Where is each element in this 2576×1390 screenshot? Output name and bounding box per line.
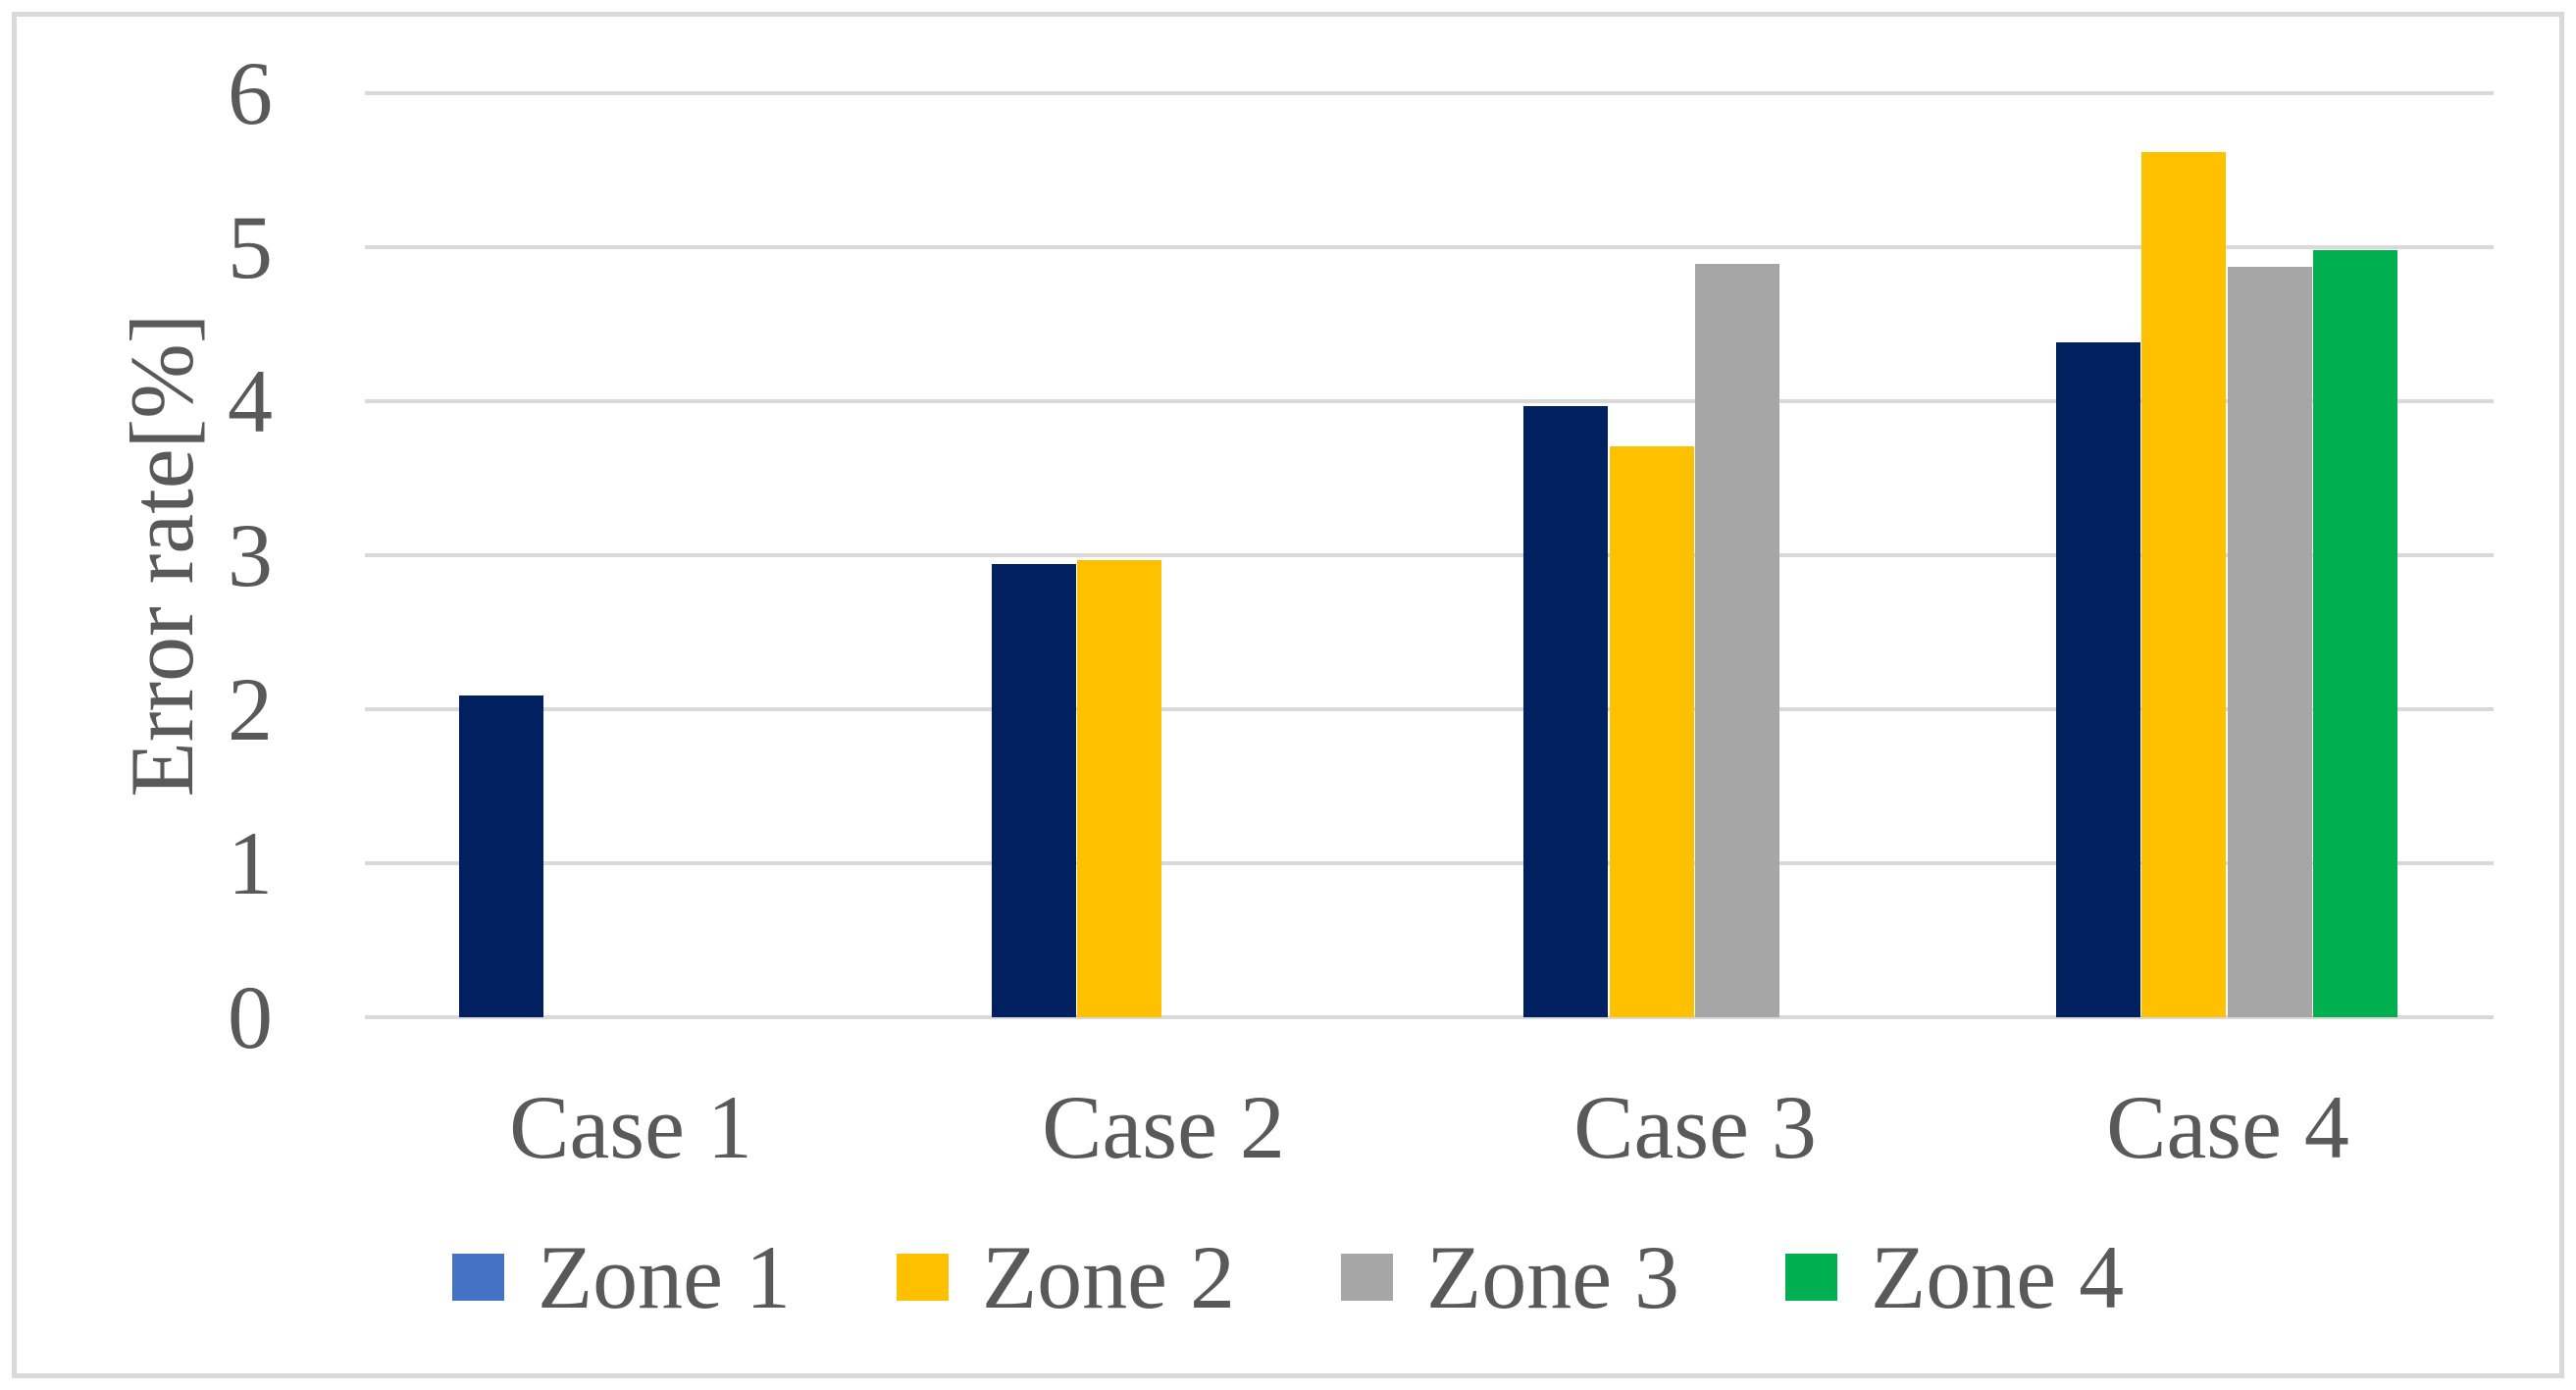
bar-zone3-case3 xyxy=(1695,264,1779,1017)
y-tick-label-4: 4 xyxy=(228,351,273,451)
legend-label-zone-4: Zone 4 xyxy=(1871,1227,2125,1327)
bar-zone2-case2 xyxy=(1077,560,1161,1017)
gridline-1 xyxy=(365,861,2494,865)
legend-label-zone-3: Zone 3 xyxy=(1426,1227,1680,1327)
y-tick-label-3: 3 xyxy=(228,505,273,605)
legend-swatch-zone-2 xyxy=(896,1254,949,1301)
x-label-case-3: Case 3 xyxy=(1573,1077,1817,1177)
legend-label-zone-1: Zone 1 xyxy=(537,1227,791,1327)
bar-zone1-case4 xyxy=(2056,342,2140,1017)
bar-zone2-case3 xyxy=(1610,446,1694,1017)
gridline-5 xyxy=(365,245,2494,249)
legend-label-zone-2: Zone 2 xyxy=(981,1227,1235,1327)
bar-zone1-case2 xyxy=(992,564,1076,1017)
legend: Zone 1 Zone 2 Zone 3 Zone 4 xyxy=(0,1230,2576,1324)
y-axis-title: Error rate[%] xyxy=(112,313,212,798)
bar-zone1-case1 xyxy=(459,695,543,1017)
legend-swatch-zone-3 xyxy=(1341,1254,1393,1301)
bar-zone4-case4 xyxy=(2313,250,2397,1017)
y-tick-label-2: 2 xyxy=(228,659,273,759)
x-label-case-2: Case 2 xyxy=(1042,1077,1285,1177)
y-tick-label-6: 6 xyxy=(228,43,273,143)
y-tick-label-5: 5 xyxy=(228,197,273,297)
x-label-case-4: Case 4 xyxy=(2106,1077,2349,1177)
y-tick-label-1: 1 xyxy=(228,813,273,913)
legend-item-zone-2: Zone 2 xyxy=(896,1227,1235,1327)
y-tick-label-0: 0 xyxy=(228,967,273,1067)
bar-zone2-case4 xyxy=(2141,152,2226,1017)
legend-item-zone-3: Zone 3 xyxy=(1341,1230,1679,1324)
gridline-4 xyxy=(365,399,2494,403)
bar-zone3-case4 xyxy=(2228,267,2312,1017)
gridline-0 xyxy=(365,1015,2494,1019)
bar-zone1-case3 xyxy=(1523,406,1608,1017)
legend-item-zone-1: Zone 1 xyxy=(451,1227,791,1327)
legend-swatch-zone-4 xyxy=(1785,1254,1838,1301)
gridline-6 xyxy=(365,91,2494,95)
x-label-case-1: Case 1 xyxy=(509,1077,752,1177)
gridline-3 xyxy=(365,553,2494,557)
gridline-2 xyxy=(365,707,2494,711)
legend-item-zone-4: Zone 4 xyxy=(1785,1230,2124,1324)
legend-swatch-zone-1 xyxy=(451,1254,504,1301)
